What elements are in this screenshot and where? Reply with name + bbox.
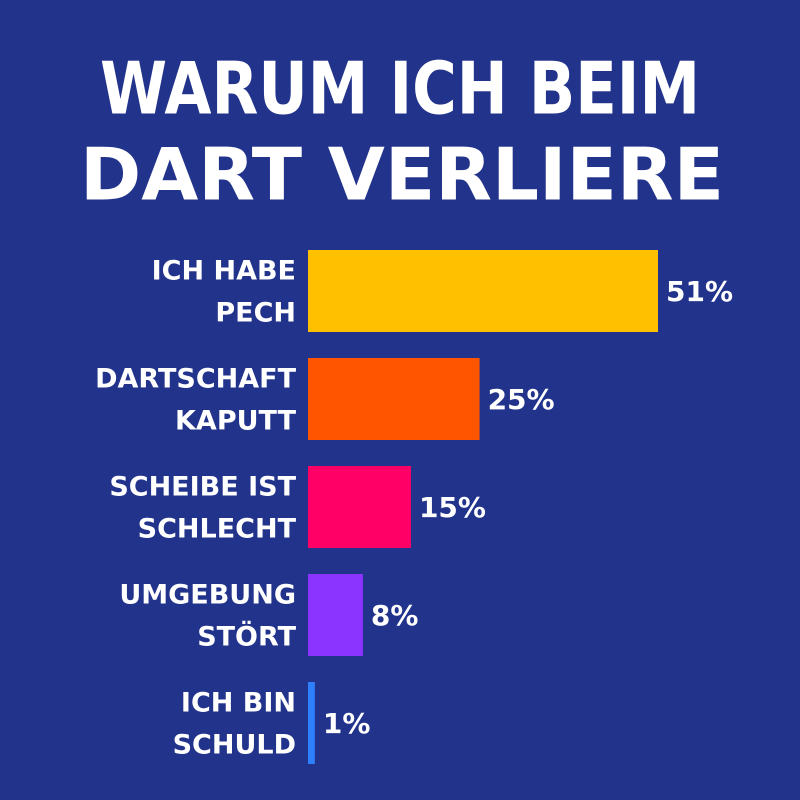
category-label: PECH	[215, 298, 296, 329]
bar	[308, 466, 411, 548]
bar	[308, 682, 315, 764]
category-label: SCHEIBE IST	[109, 472, 296, 503]
bar	[308, 250, 658, 332]
category-label: ICH HABE	[152, 256, 296, 287]
value-label: 51%	[666, 275, 733, 308]
value-label: 15%	[419, 491, 486, 524]
chart-title: WARUM ICH BEIM	[100, 47, 700, 131]
value-label: 25%	[488, 383, 555, 416]
category-label: KAPUTT	[175, 406, 297, 437]
category-label: UMGEBUNG	[119, 580, 296, 611]
category-label: DARTSCHAFT	[95, 364, 297, 395]
value-label: 8%	[371, 599, 419, 632]
value-label: 1%	[323, 707, 371, 740]
category-label: STÖRT	[197, 620, 296, 653]
bar	[308, 358, 480, 440]
category-label: SCHULD	[173, 730, 296, 761]
category-label: ICH BIN	[181, 688, 296, 719]
chart-title: DART VERLIERE	[80, 133, 724, 217]
category-label: SCHLECHT	[138, 514, 297, 545]
bar	[308, 574, 363, 656]
